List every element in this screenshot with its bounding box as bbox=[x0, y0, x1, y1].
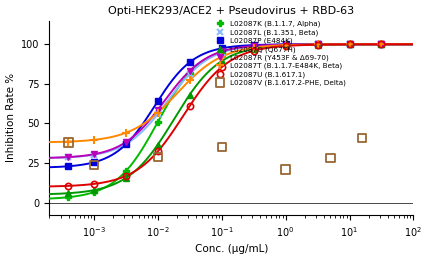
Legend: L02087K (B.1.1.7, Alpha), L02087L (B.1.351, Beta), L02087P (E484K), L02087Q (Q67: L02087K (B.1.1.7, Alpha), L02087L (B.1.3… bbox=[213, 20, 346, 87]
L02087L (B.1.351, Beta) bbox=[251, 45, 256, 48]
L02087V (B.1.617.2-PHE, Delta) bbox=[359, 136, 366, 140]
L02087U (B.1.617.1) bbox=[315, 43, 320, 46]
L02087V (B.1.617.2-PHE, Delta) bbox=[218, 145, 225, 149]
L02087L (B.1.351, Beta) bbox=[379, 43, 384, 46]
L02087P (E484K) bbox=[155, 100, 160, 103]
L02087T (B.1.1.7-E484K, Beta) bbox=[315, 43, 320, 46]
L02087K (B.1.1.7, Alpha) bbox=[219, 50, 224, 53]
L02087K (B.1.1.7, Alpha) bbox=[283, 43, 288, 46]
L02087K (B.1.1.7, Alpha) bbox=[379, 43, 384, 46]
L02087L (B.1.351, Beta) bbox=[315, 43, 320, 46]
L02087U (B.1.617.1) bbox=[379, 43, 384, 46]
Y-axis label: Inhibition Rate %: Inhibition Rate % bbox=[6, 73, 15, 162]
L02087P (E484K) bbox=[66, 165, 71, 168]
L02087V (B.1.617.2-PHE, Delta) bbox=[282, 167, 289, 172]
L02087Q (Q677H) bbox=[347, 43, 352, 46]
Line: L02087T (B.1.1.7-E484K, Beta): L02087T (B.1.1.7-E484K, Beta) bbox=[64, 40, 386, 146]
L02087K (B.1.1.7, Alpha) bbox=[315, 43, 320, 46]
L02087T (B.1.1.7-E484K, Beta) bbox=[379, 43, 384, 46]
Line: L02087R (Y453F & Δ69-70): L02087R (Y453F & Δ69-70) bbox=[65, 41, 385, 160]
L02087L (B.1.351, Beta) bbox=[283, 43, 288, 46]
Line: L02087Q (Q677H): L02087Q (Q677H) bbox=[65, 41, 385, 196]
L02087L (B.1.351, Beta) bbox=[91, 153, 96, 156]
L02087R (Y453F & Δ69-70) bbox=[91, 153, 96, 156]
L02087Q (Q677H) bbox=[379, 43, 384, 46]
L02087K (B.1.1.7, Alpha) bbox=[66, 196, 71, 199]
L02087R (Y453F & Δ69-70) bbox=[219, 50, 224, 53]
L02087T (B.1.1.7-E484K, Beta) bbox=[219, 55, 224, 58]
L02087L (B.1.351, Beta) bbox=[123, 142, 128, 146]
L02087Q (Q677H) bbox=[219, 60, 224, 63]
L02087P (E484K) bbox=[315, 43, 320, 46]
L02087K (B.1.1.7, Alpha) bbox=[251, 44, 256, 48]
L02087Q (Q677H) bbox=[187, 93, 192, 96]
L02087L (B.1.351, Beta) bbox=[155, 112, 160, 115]
L02087K (B.1.1.7, Alpha) bbox=[155, 120, 160, 124]
L02087P (E484K) bbox=[187, 61, 192, 64]
L02087U (B.1.617.1) bbox=[251, 49, 256, 52]
L02087V (B.1.617.2-PHE, Delta) bbox=[65, 140, 72, 145]
L02087Q (Q677H) bbox=[91, 188, 96, 192]
L02087T (B.1.1.7-E484K, Beta) bbox=[155, 111, 160, 114]
L02087U (B.1.617.1) bbox=[66, 184, 71, 187]
Line: L02087L (B.1.351, Beta): L02087L (B.1.351, Beta) bbox=[65, 41, 385, 161]
L02087R (Y453F & Δ69-70) bbox=[315, 43, 320, 46]
L02087K (B.1.1.7, Alpha) bbox=[91, 191, 96, 194]
L02087U (B.1.617.1) bbox=[219, 66, 224, 69]
L02087R (Y453F & Δ69-70) bbox=[347, 43, 352, 46]
L02087P (E484K) bbox=[347, 43, 352, 46]
L02087T (B.1.1.7-E484K, Beta) bbox=[283, 44, 288, 47]
L02087R (Y453F & Δ69-70) bbox=[66, 155, 71, 159]
L02087Q (Q677H) bbox=[251, 47, 256, 50]
L02087P (E484K) bbox=[91, 161, 96, 164]
L02087Q (Q677H) bbox=[315, 43, 320, 46]
L02087U (B.1.617.1) bbox=[155, 150, 160, 153]
L02087L (B.1.351, Beta) bbox=[219, 51, 224, 54]
L02087V (B.1.617.2-PHE, Delta) bbox=[155, 155, 161, 159]
L02087V (B.1.617.2-PHE, Delta) bbox=[90, 162, 97, 167]
L02087R (Y453F & Δ69-70) bbox=[155, 108, 160, 111]
L02087R (Y453F & Δ69-70) bbox=[187, 69, 192, 72]
L02087P (E484K) bbox=[379, 43, 384, 46]
L02087V (B.1.617.2-PHE, Delta) bbox=[327, 156, 334, 160]
L02087U (B.1.617.1) bbox=[123, 174, 128, 178]
L02087L (B.1.351, Beta) bbox=[66, 156, 71, 159]
L02087Q (Q677H) bbox=[66, 192, 71, 195]
L02087T (B.1.1.7-E484K, Beta) bbox=[347, 43, 352, 46]
L02087L (B.1.351, Beta) bbox=[347, 43, 352, 46]
L02087K (B.1.1.7, Alpha) bbox=[347, 43, 352, 46]
L02087K (B.1.1.7, Alpha) bbox=[123, 170, 128, 173]
L02087U (B.1.617.1) bbox=[283, 44, 288, 48]
L02087U (B.1.617.1) bbox=[91, 182, 96, 185]
L02087T (B.1.1.7-E484K, Beta) bbox=[187, 79, 192, 82]
L02087T (B.1.1.7-E484K, Beta) bbox=[66, 140, 71, 143]
L02087U (B.1.617.1) bbox=[347, 43, 352, 46]
X-axis label: Conc. (μg/mL): Conc. (μg/mL) bbox=[195, 244, 268, 255]
L02087Q (Q677H) bbox=[283, 44, 288, 47]
L02087Q (Q677H) bbox=[155, 143, 160, 146]
L02087R (Y453F & Δ69-70) bbox=[123, 141, 128, 144]
L02087P (E484K) bbox=[251, 43, 256, 47]
L02087U (B.1.617.1) bbox=[187, 104, 192, 107]
L02087T (B.1.1.7-E484K, Beta) bbox=[91, 138, 96, 141]
L02087R (Y453F & Δ69-70) bbox=[379, 43, 384, 46]
L02087Q (Q677H) bbox=[123, 176, 128, 179]
Line: L02087U (B.1.617.1): L02087U (B.1.617.1) bbox=[65, 41, 385, 189]
Line: L02087K (B.1.1.7, Alpha): L02087K (B.1.1.7, Alpha) bbox=[65, 41, 385, 200]
L02087L (B.1.351, Beta) bbox=[187, 72, 192, 75]
Line: L02087P (E484K): L02087P (E484K) bbox=[65, 42, 384, 169]
L02087T (B.1.1.7-E484K, Beta) bbox=[251, 46, 256, 49]
L02087K (B.1.1.7, Alpha) bbox=[187, 71, 192, 74]
L02087R (Y453F & Δ69-70) bbox=[283, 43, 288, 46]
Title: Opti-HEK293/ACE2 + Pseudovirus + RBD-63: Opti-HEK293/ACE2 + Pseudovirus + RBD-63 bbox=[108, 5, 354, 16]
L02087P (E484K) bbox=[283, 43, 288, 46]
L02087R (Y453F & Δ69-70) bbox=[251, 44, 256, 48]
L02087P (E484K) bbox=[123, 143, 128, 146]
L02087T (B.1.1.7-E484K, Beta) bbox=[123, 131, 128, 134]
L02087P (E484K) bbox=[219, 47, 224, 50]
